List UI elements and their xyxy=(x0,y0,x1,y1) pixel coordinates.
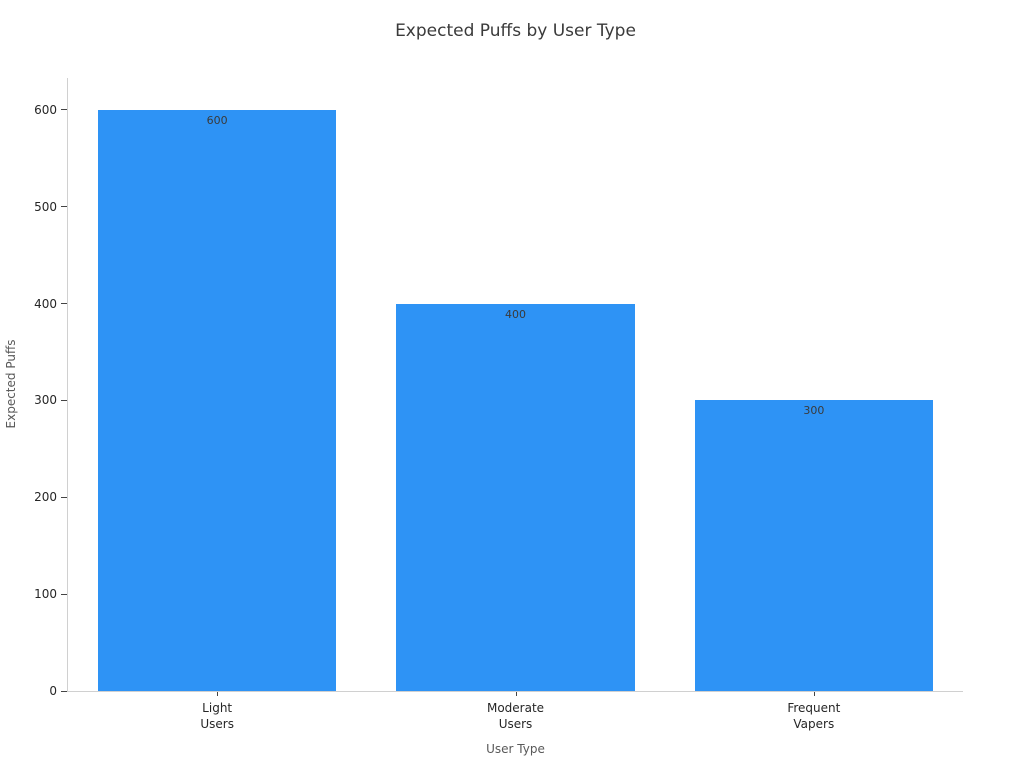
y-tick-label: 100 xyxy=(34,587,57,602)
x-tick-label-line: Light xyxy=(202,701,233,715)
x-tick-label: Moderate Users xyxy=(487,700,544,732)
bar: 300 xyxy=(694,400,934,691)
x-tick-label-line: Users xyxy=(200,717,234,731)
y-tick-label: 0 xyxy=(49,684,57,698)
x-tick-label: Light Users xyxy=(200,700,234,732)
y-tick-label: 500 xyxy=(34,199,57,214)
x-tick-label: Frequent Vapers xyxy=(787,700,840,732)
y-tick-label: 200 xyxy=(34,490,57,505)
x-tick-label-line: Users xyxy=(498,717,533,731)
y-tick-mark xyxy=(61,399,67,401)
y-tick-mark xyxy=(61,593,67,595)
y-tick-label: 300 xyxy=(34,393,57,408)
plot-area: 0 100 200 300 400 500 600 600 Light Users 400 Moder… xyxy=(34,78,963,731)
bar: 600 xyxy=(97,109,337,691)
x-tick-mark xyxy=(813,692,815,696)
chart-title: Expected Puffs by User Type xyxy=(395,21,636,41)
bar-value-label: 400 xyxy=(504,307,526,321)
x-axis-title: User Type xyxy=(486,742,545,756)
x-tick-mark xyxy=(515,692,517,696)
x-tick-label-line: Moderate xyxy=(486,701,545,715)
y-tick-mark xyxy=(61,303,67,305)
y-tick-label: 600 xyxy=(34,102,57,117)
y-axis-title: Expected Puffs xyxy=(4,339,18,429)
bar: 400 xyxy=(396,303,635,691)
bar-value-label: 600 xyxy=(206,113,228,127)
y-tick-label: 400 xyxy=(34,296,57,311)
y-tick-mark xyxy=(61,496,67,498)
x-tick-label-line: Vapers xyxy=(793,717,835,731)
y-tick-mark xyxy=(61,109,67,111)
x-tick-label-line: Frequent xyxy=(787,701,841,715)
x-tick-mark xyxy=(217,692,219,696)
y-tick-mark xyxy=(61,206,67,208)
bar-value-label: 300 xyxy=(803,404,825,418)
y-tick-mark xyxy=(61,690,67,692)
